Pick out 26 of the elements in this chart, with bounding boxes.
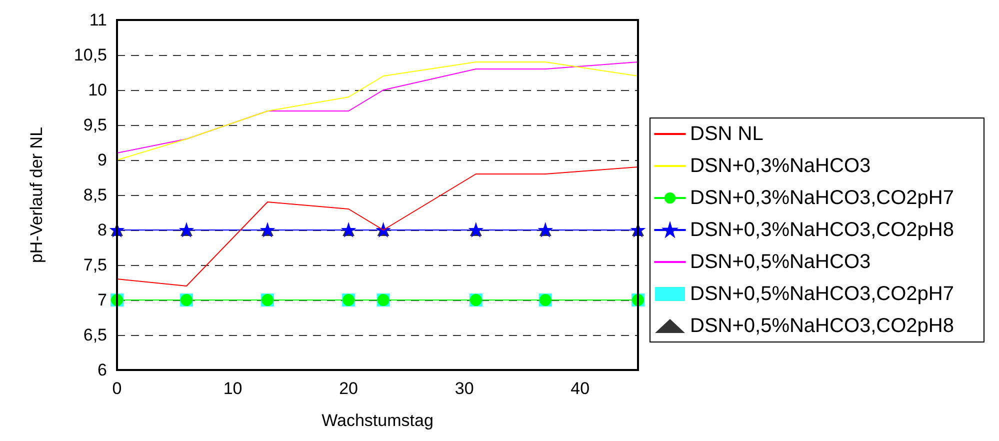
y-tick-label: 7,5 <box>83 256 107 274</box>
x-tick-label: 20 <box>339 379 358 398</box>
x-tick-label: 0 <box>112 379 122 398</box>
legend-label: DSN+0,3%NaHCO3 <box>690 155 871 177</box>
x-tick-label: 30 <box>454 379 474 398</box>
line-series <box>116 166 638 286</box>
legend-label: DSN+0,3%NaHCO3,CO2pH7 <box>690 187 954 209</box>
legend-label: DSN+0,5%NaHCO3,CO2pH8 <box>690 315 954 337</box>
y-tick-label: 6,5 <box>83 326 107 344</box>
x-axis-title: Wachstumstag <box>322 411 434 430</box>
y-tick-label: 8 <box>98 220 107 240</box>
legend-label: DSN+0,5%NaHCO3 <box>690 251 871 273</box>
legend-label: DSN+0,3%NaHCO3,CO2pH8 <box>690 219 954 241</box>
legend-label: DSN NL <box>690 123 764 145</box>
x-tick-label: 10 <box>223 379 242 398</box>
y-tick-label: 10,5 <box>74 46 107 64</box>
y-axis-title: pH-Verlauf der NL <box>27 126 46 264</box>
y-tick-label: 7 <box>98 290 107 310</box>
x-tick-label: 40 <box>570 379 590 398</box>
y-tick-label: 9,5 <box>83 116 107 134</box>
y-tick-label: 6 <box>98 360 107 380</box>
y-tick-label: 9 <box>98 150 107 170</box>
legend-label: DSN+0,5%NaHCO3,CO2pH7 <box>690 283 954 305</box>
y-tick-label: 11 <box>89 10 107 30</box>
y-tick-label: 8,5 <box>83 186 107 204</box>
y-tick-label: 10 <box>88 80 107 100</box>
